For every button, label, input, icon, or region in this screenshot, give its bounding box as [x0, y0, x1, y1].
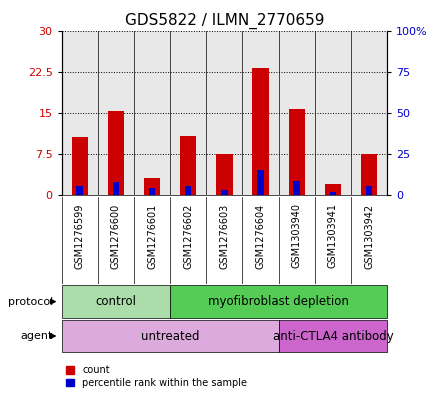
- Bar: [62, 285, 170, 318]
- Text: control: control: [95, 295, 136, 308]
- Text: GSM1276602: GSM1276602: [183, 204, 193, 269]
- Text: protocol: protocol: [7, 297, 53, 307]
- Bar: [62, 320, 279, 352]
- Text: GSM1303941: GSM1303941: [328, 204, 338, 268]
- Bar: [253, 68, 269, 195]
- Bar: [77, 186, 83, 195]
- Bar: [279, 320, 387, 352]
- Bar: [72, 138, 88, 195]
- Text: myofibroblast depletion: myofibroblast depletion: [208, 295, 349, 308]
- Bar: [289, 109, 305, 195]
- Text: agent: agent: [20, 331, 53, 341]
- Bar: [108, 111, 124, 195]
- Text: GSM1303942: GSM1303942: [364, 204, 374, 268]
- Bar: [221, 190, 227, 195]
- Text: GSM1276604: GSM1276604: [256, 204, 266, 269]
- Bar: [144, 178, 160, 195]
- Text: GSM1276599: GSM1276599: [75, 204, 84, 269]
- Legend: count, percentile rank within the sample: count, percentile rank within the sample: [66, 365, 247, 388]
- Text: GSM1276600: GSM1276600: [111, 204, 121, 269]
- Text: anti-CTLA4 antibody: anti-CTLA4 antibody: [272, 329, 393, 343]
- Bar: [216, 154, 232, 195]
- Bar: [361, 154, 377, 195]
- Text: untreated: untreated: [141, 329, 199, 343]
- Bar: [170, 285, 387, 318]
- Title: GDS5822 / ILMN_2770659: GDS5822 / ILMN_2770659: [125, 13, 324, 29]
- Text: GSM1303940: GSM1303940: [292, 204, 302, 268]
- Bar: [185, 185, 191, 195]
- Bar: [180, 136, 196, 195]
- Bar: [293, 181, 300, 195]
- Bar: [330, 192, 336, 195]
- Bar: [366, 186, 372, 195]
- Bar: [325, 184, 341, 195]
- Text: GSM1276603: GSM1276603: [220, 204, 229, 269]
- Bar: [113, 182, 119, 195]
- Bar: [257, 170, 264, 195]
- Text: GSM1276601: GSM1276601: [147, 204, 157, 269]
- Bar: [149, 188, 155, 195]
